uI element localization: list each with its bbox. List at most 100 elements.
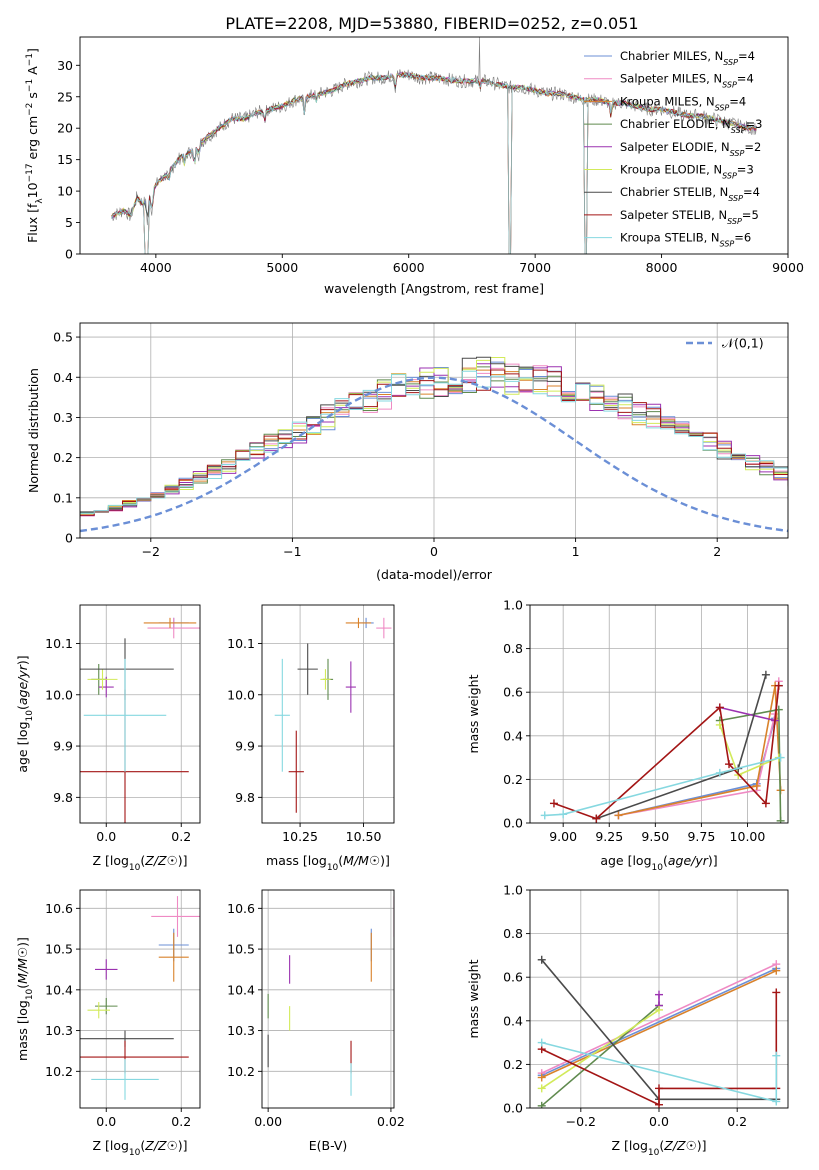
y-tick-label: 10.0 <box>227 687 255 702</box>
weight-marker <box>772 1051 781 1060</box>
errorbar-point-4 <box>98 676 114 698</box>
x-axis-label: Z [log10(Z/Z☉)] <box>611 1138 706 1158</box>
axes-frame: 0.0 0.2 10.2 10.3 10.4 10.5 10.6 Z [log10(Z/Z☉)… <box>15 889 201 1158</box>
legend-entry-8: Kroupa STELIB, NSSP=6 <box>620 231 751 249</box>
plot-area <box>537 955 781 1108</box>
y-tick-label: 0.4 <box>503 728 523 743</box>
y-axis-label: mass weight <box>466 674 481 753</box>
weight-marker <box>614 811 623 820</box>
x-tick-label: 9000 <box>772 260 804 275</box>
weight-marker <box>772 1097 781 1106</box>
weight-marker <box>549 799 558 808</box>
weight-marker <box>655 1100 663 1108</box>
x-tick-label: 2 <box>713 544 721 559</box>
y-axis-label: Flux [fλ10−17 erg cm−2 s−1 A−1] <box>25 48 45 243</box>
weight-line <box>596 674 767 820</box>
normal-distribution-curve <box>80 376 788 533</box>
metallicity-weight-plot: −0.2 0.0 0.2 0.0 0.2 0.4 0.6 0.8 1.0 Z [log10(Z/Z… <box>466 883 789 1158</box>
y-tick-label: 0.4 <box>503 1013 523 1028</box>
x-tick-label: 0.02 <box>377 1114 405 1129</box>
legend-entry-2: Kroupa MILES, NSSP=4 <box>620 94 746 112</box>
plot-area <box>80 896 200 1100</box>
weight-line <box>719 706 776 722</box>
x-tick-label: 0.0 <box>96 829 116 844</box>
legend-entry-4: Salpeter ELODIE, NSSP=2 <box>620 140 761 158</box>
weight-marker <box>655 1005 663 1014</box>
errorbar-point-5 <box>87 1002 110 1019</box>
weight-line <box>618 681 780 817</box>
weight-marker <box>540 811 549 820</box>
y-tick-label: 25 <box>57 89 73 104</box>
weight-marker <box>772 988 781 997</box>
x-tick-label: 0.0 <box>96 1114 116 1129</box>
y-tick-label: 9.9 <box>53 739 73 754</box>
x-tick-label: 4000 <box>140 260 172 275</box>
y-tick-label: 0.8 <box>503 641 523 656</box>
weight-line <box>544 756 781 817</box>
weight-marker <box>537 1073 546 1082</box>
errorbar-point-2 <box>345 617 372 629</box>
y-axis-label: mass [log10(M/M☉)] <box>15 937 35 1061</box>
y-tick-label: 10.2 <box>45 1064 73 1079</box>
axes-frame: 0.00 0.02 10.2 10.3 10.4 10.5 10.6 E(B-V) <box>227 889 405 1153</box>
y-tick-label: 0 <box>65 247 73 262</box>
legend-entry-6: Chabrier STELIB, NSSP=4 <box>620 185 760 203</box>
weight-line <box>541 963 777 1074</box>
weight-marker <box>761 670 770 679</box>
x-tick-label: 0.2 <box>727 1114 747 1129</box>
y-tick-label: 9.9 <box>235 739 255 754</box>
axes-border <box>261 889 395 1109</box>
y-tick-label: 0.5 <box>53 330 73 345</box>
weight-marker <box>776 753 785 762</box>
errorbar-point-1 <box>147 617 200 639</box>
y-tick-label: 10.0 <box>45 687 73 702</box>
weight-series-8 <box>540 753 785 820</box>
weight-marker <box>537 1084 546 1093</box>
y-tick-label: 0.4 <box>53 370 73 385</box>
y-tick-label: 0.0 <box>503 816 523 831</box>
x-axis-label: Z [log10(Z/Z☉)] <box>92 1138 187 1158</box>
axes-frame: −2 −1 0 1 2 0 0.1 0.2 0.3 0.4 0.5 𝒩(0,1) (data-model… <box>26 322 789 582</box>
y-tick-label: 1.0 <box>503 598 523 613</box>
y-tick-label: 9.8 <box>53 790 73 805</box>
y-tick-label: 1.0 <box>503 883 523 898</box>
axes-border <box>529 604 789 824</box>
plot-area <box>540 670 785 823</box>
y-axis-label: mass weight <box>466 959 481 1038</box>
x-tick-label: 1 <box>572 544 580 559</box>
y-tick-label: 10.2 <box>227 1064 255 1079</box>
axes-border <box>79 36 789 255</box>
axes-frame: 9.00 9.25 9.50 9.75 10.00 0.0 0.2 0.4 0.6 0.8 1.0 a… <box>466 598 789 873</box>
weight-marker <box>776 816 785 823</box>
spectrum-plot: 4000 5000 6000 7000 8000 9000 0 5 10 15 20 25 30 wave… <box>25 36 804 296</box>
errorbar-point-8 <box>83 658 167 772</box>
errorbar-point-8 <box>91 1059 159 1100</box>
axes-frame: −0.2 0.0 0.2 0.0 0.2 0.4 0.6 0.8 1.0 Z [log10(Z/Z… <box>466 883 789 1158</box>
weight-line <box>541 967 777 1077</box>
y-tick-label: 10.3 <box>45 1023 73 1038</box>
x-tick-label: 6000 <box>393 260 425 275</box>
weight-series-2 <box>614 681 785 820</box>
plot-area <box>111 37 757 254</box>
y-tick-label: 10.1 <box>45 636 73 651</box>
axes-frame: 10.25 10.50 9.8 9.9 10.0 10.1 mass [log10(M/M☉… <box>227 604 395 873</box>
plot-area <box>274 617 392 813</box>
errorbar-point-4 <box>95 959 118 980</box>
y-tick-label: 0.8 <box>503 926 523 941</box>
x-tick-label: 10.00 <box>730 829 766 844</box>
weight-series-2 <box>537 966 781 1082</box>
x-tick-label: 7000 <box>519 260 551 275</box>
metallicity-age-plot: 0.0 0.2 9.8 9.9 10.0 10.1 Z [log10(Z/Z☉)] age [… <box>15 604 201 873</box>
metallicity-mass-plot: 0.0 0.2 10.2 10.3 10.4 10.5 10.6 Z [log10(Z/Z☉)… <box>15 889 201 1158</box>
y-tick-label: 0.3 <box>53 410 73 425</box>
errorbar-point-2 <box>158 932 189 982</box>
y-tick-label: 0.2 <box>503 1057 523 1072</box>
y-tick-label: 10.3 <box>227 1023 255 1038</box>
weight-series-7 <box>549 681 783 823</box>
legend-entry-5: Kroupa ELODIE, NSSP=3 <box>620 163 754 181</box>
errorbar-point-6 <box>297 643 318 695</box>
errorbar-point-1 <box>151 896 200 937</box>
y-tick-label: 0.6 <box>503 970 523 985</box>
x-tick-label: 9.25 <box>595 829 623 844</box>
